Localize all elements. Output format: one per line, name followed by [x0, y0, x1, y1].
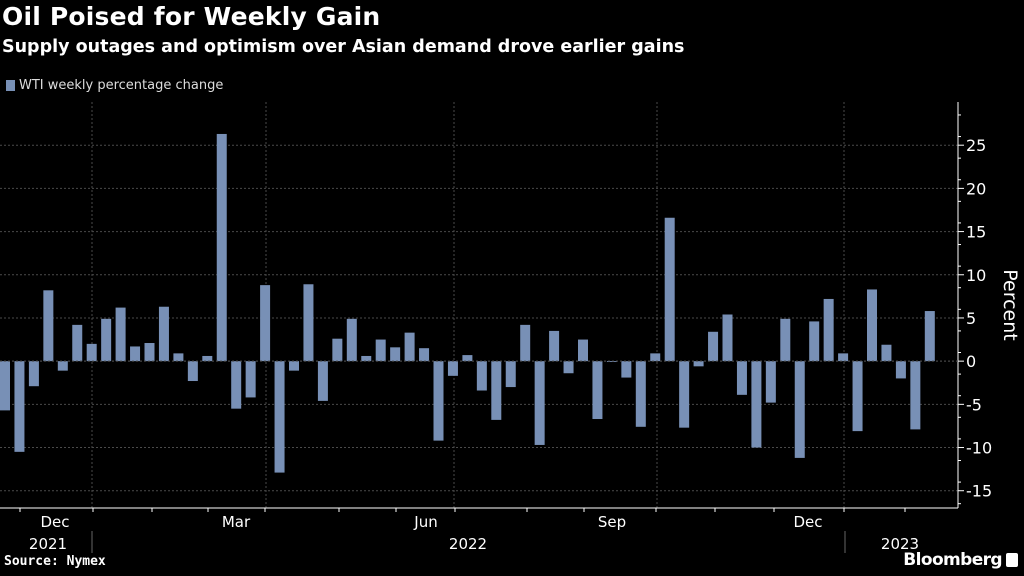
x-month-label: Sep [598, 513, 626, 531]
x-year-label: 2022 [449, 535, 487, 553]
bloomberg-logo: Bloomberg [903, 550, 1018, 570]
y-tick-label: 10 [966, 266, 986, 285]
bar [693, 361, 704, 367]
bar [751, 361, 762, 448]
bar [317, 361, 328, 401]
bar [390, 347, 401, 362]
bar [505, 361, 516, 388]
bar [28, 361, 39, 387]
y-tick-label: 0 [966, 352, 976, 371]
bar [375, 339, 386, 362]
bar [14, 361, 25, 452]
bar [274, 361, 285, 473]
bar [838, 353, 849, 362]
bar [433, 361, 444, 441]
bar [491, 361, 502, 420]
bar [578, 339, 588, 362]
chart-subtitle: Supply outages and optimism over Asian d… [2, 37, 685, 57]
legend-swatch [6, 80, 15, 91]
x-month-label: Dec [40, 513, 69, 531]
bar [520, 324, 531, 362]
bar [664, 217, 675, 362]
bar [476, 361, 487, 391]
bar [86, 343, 97, 362]
bar [404, 332, 415, 362]
bar [115, 307, 126, 362]
bar [231, 361, 242, 409]
bar [462, 355, 473, 362]
brand-text: Bloomberg [903, 550, 1002, 570]
bar [361, 355, 372, 362]
source-note: Source: Nymex [4, 554, 106, 569]
y-tick-label: -10 [966, 439, 992, 458]
bar [794, 361, 805, 458]
bar [823, 298, 834, 362]
bar [650, 353, 661, 362]
bar [708, 331, 719, 362]
bar [303, 284, 314, 362]
bar [72, 324, 83, 362]
y-axis-label: Percent [999, 269, 1021, 341]
bar [895, 361, 906, 379]
x-month-label: Mar [222, 513, 251, 531]
bar [722, 314, 733, 362]
bar [173, 353, 184, 362]
bar [158, 306, 169, 362]
bar [332, 338, 343, 362]
bar [736, 361, 747, 395]
bar [0, 361, 10, 411]
bar [101, 318, 112, 362]
y-tick-label: 20 [966, 179, 986, 198]
bar [924, 311, 935, 362]
bar [130, 346, 141, 362]
bar [549, 330, 560, 362]
bar [534, 361, 545, 445]
y-tick-label: -5 [966, 395, 982, 414]
bar [780, 318, 791, 362]
bar [809, 321, 820, 362]
bar [635, 361, 646, 427]
bar [852, 361, 863, 432]
bar [563, 361, 574, 374]
bar [621, 361, 632, 378]
bar [447, 361, 458, 376]
bar [144, 343, 155, 362]
bar [867, 289, 877, 362]
bar [289, 361, 299, 371]
y-tick-label: 15 [966, 223, 986, 242]
bloomberg-mark-icon [1006, 553, 1018, 567]
bar [606, 361, 617, 363]
bar [57, 361, 68, 371]
bar [881, 344, 892, 362]
bar [43, 290, 54, 362]
x-month-label: Jun [413, 513, 437, 531]
bar [910, 361, 921, 430]
bar [187, 361, 198, 382]
bar [679, 361, 690, 428]
bar [245, 361, 256, 398]
bar [592, 361, 603, 420]
legend: WTI weekly percentage change [6, 78, 223, 93]
legend-label: WTI weekly percentage change [19, 78, 224, 93]
y-tick-label: -15 [966, 482, 992, 501]
bar [419, 348, 430, 362]
x-month-label: Dec [793, 513, 822, 531]
bar [346, 318, 357, 362]
y-tick-label: 5 [966, 309, 976, 328]
x-year-label: 2023 [881, 535, 919, 553]
y-tick-label: 25 [966, 136, 986, 155]
bar [216, 133, 227, 362]
bar [202, 355, 213, 362]
x-year-label: 2021 [29, 535, 67, 553]
bar [260, 285, 271, 362]
chart-title: Oil Poised for Weekly Gain [2, 2, 381, 31]
bar [765, 361, 776, 403]
